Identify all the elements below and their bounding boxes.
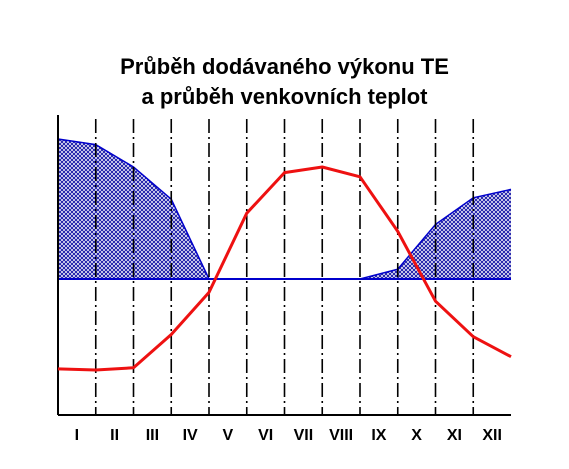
month-label-IV: IV	[183, 427, 198, 444]
month-label-VII: VII	[294, 427, 314, 444]
axes	[57, 115, 511, 416]
month-label-VIII: VIII	[329, 427, 353, 444]
month-grid	[94, 119, 475, 415]
chart-title-line-1: Průběh dodávaného výkonu TE	[120, 54, 449, 79]
temperature-line	[57, 165, 512, 372]
month-label-III: III	[146, 427, 159, 444]
month-label-V: V	[223, 427, 234, 444]
temperature-layer	[57, 165, 512, 372]
month-label-VI: VI	[258, 427, 273, 444]
month-labels: I II III IV V VI VII VIII IX X XI XII	[75, 427, 502, 444]
chart-title-line-2: a průběh venkovních teplot	[141, 84, 428, 109]
month-label-IX: IX	[371, 427, 386, 444]
month-label-XII: XII	[482, 427, 502, 444]
month-label-I: I	[75, 427, 79, 444]
month-label-X: X	[411, 427, 422, 444]
month-label-XI: XI	[447, 427, 462, 444]
chart-title: Průběh dodávaného výkonu TE a průběh ven…	[0, 52, 569, 112]
month-label-II: II	[110, 427, 119, 444]
